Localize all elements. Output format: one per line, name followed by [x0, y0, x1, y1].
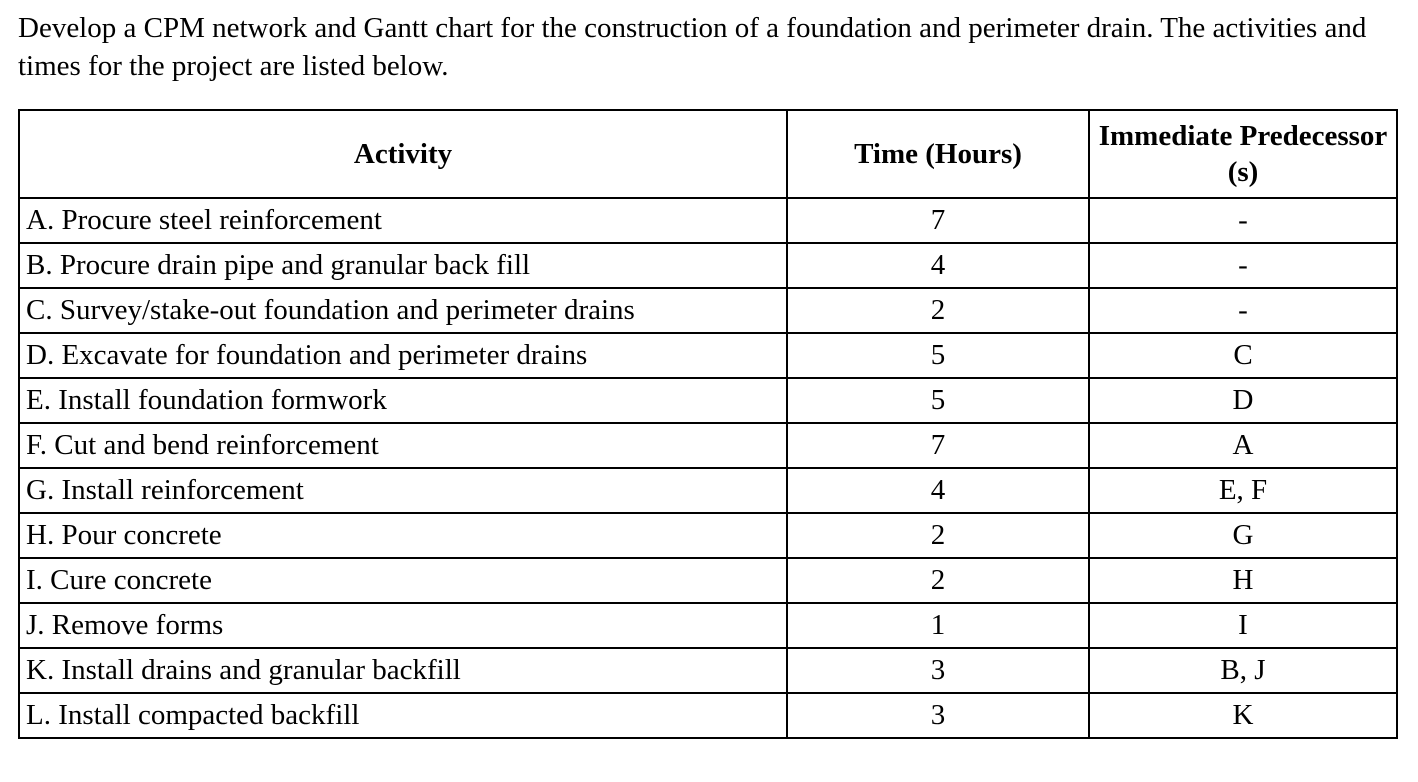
cell-time: 2 [786, 287, 1090, 335]
cell-activity: G. Install reinforcement [18, 467, 788, 515]
table-row: A. Procure steel reinforcement 7- [18, 197, 1398, 245]
cell-predecessors: - [1088, 242, 1398, 290]
table-row: B. Procure drain pipe and granular back … [18, 242, 1398, 290]
cell-activity: C. Survey/stake-out foundation and perim… [18, 287, 788, 335]
cell-predecessors: H [1088, 557, 1398, 605]
cell-predecessors: I [1088, 602, 1398, 650]
header-activity: Activity [18, 109, 788, 200]
table-row: C. Survey/stake-out foundation and perim… [18, 287, 1398, 335]
activity-table: Activity Time (Hours) Immediate Predeces… [18, 109, 1398, 740]
table-row: G. Install reinforcement 4 E, F [18, 467, 1398, 515]
table-header: Activity Time (Hours) Immediate Predeces… [18, 109, 1398, 200]
table-body: A. Procure steel reinforcement 7- B. Procu… [18, 197, 1398, 740]
cell-activity: B. Procure drain pipe and granular back … [18, 242, 788, 290]
table-row: L. Install compacted backfill 3 K [18, 692, 1398, 740]
cell-predecessors: G [1088, 512, 1398, 560]
cell-time: 2 [786, 512, 1090, 560]
table-row: D. Excavate for foundation and perimeter… [18, 332, 1398, 380]
table-row: E. Install foundation formwork 5 D [18, 377, 1398, 425]
cell-time: 4 [786, 467, 1090, 515]
cell-time: 5 [786, 332, 1090, 380]
cell-activity: L. Install compacted backfill [18, 692, 788, 740]
cell-activity: E. Install foundation formwork [18, 377, 788, 425]
cell-activity: D. Excavate for foundation and perimeter… [18, 332, 788, 380]
table-row: K. Install drains and granular backfill 3… [18, 647, 1398, 695]
cell-time: 4 [786, 242, 1090, 290]
table-row: I. Cure concrete 2 H [18, 557, 1398, 605]
problem-statement: Develop a CPM network and Gantt chart fo… [18, 12, 1367, 82]
header-predecessor: Immediate Predecessor (s) [1088, 109, 1398, 200]
table-row: H. Pour concrete 2 G [18, 512, 1398, 560]
cell-time: 3 [786, 692, 1090, 740]
cell-activity: F. Cut and bend reinforcement [18, 422, 788, 470]
cell-activity: A. Procure steel reinforcement [18, 197, 788, 245]
table-row: F. Cut and bend reinforcement 7 A [18, 422, 1398, 470]
header-time: Time (Hours) [786, 109, 1090, 200]
cell-activity: J. Remove forms [18, 602, 788, 650]
cell-time: 2 [786, 557, 1090, 605]
cell-time: 7 [786, 422, 1090, 470]
cell-time: 5 [786, 377, 1090, 425]
cell-predecessors: D [1088, 377, 1398, 425]
cell-predecessors: B, J [1088, 647, 1398, 695]
cell-activity: H. Pour concrete [18, 512, 788, 560]
cell-predecessors: - [1088, 197, 1398, 245]
cell-predecessors: C [1088, 332, 1398, 380]
cell-predecessors: - [1088, 287, 1398, 335]
cell-predecessors: K [1088, 692, 1398, 740]
cell-time: 7 [786, 197, 1090, 245]
cell-time: 1 [786, 602, 1090, 650]
cell-activity: I. Cure concrete [18, 557, 788, 605]
table-row: J. Remove forms 1 I [18, 602, 1398, 650]
cell-time: 3 [786, 647, 1090, 695]
header-row: Activity Time (Hours) Immediate Predeces… [18, 109, 1398, 200]
cell-predecessors: A [1088, 422, 1398, 470]
cell-activity: K. Install drains and granular backfill [18, 647, 788, 695]
cell-predecessors: E, F [1088, 467, 1398, 515]
